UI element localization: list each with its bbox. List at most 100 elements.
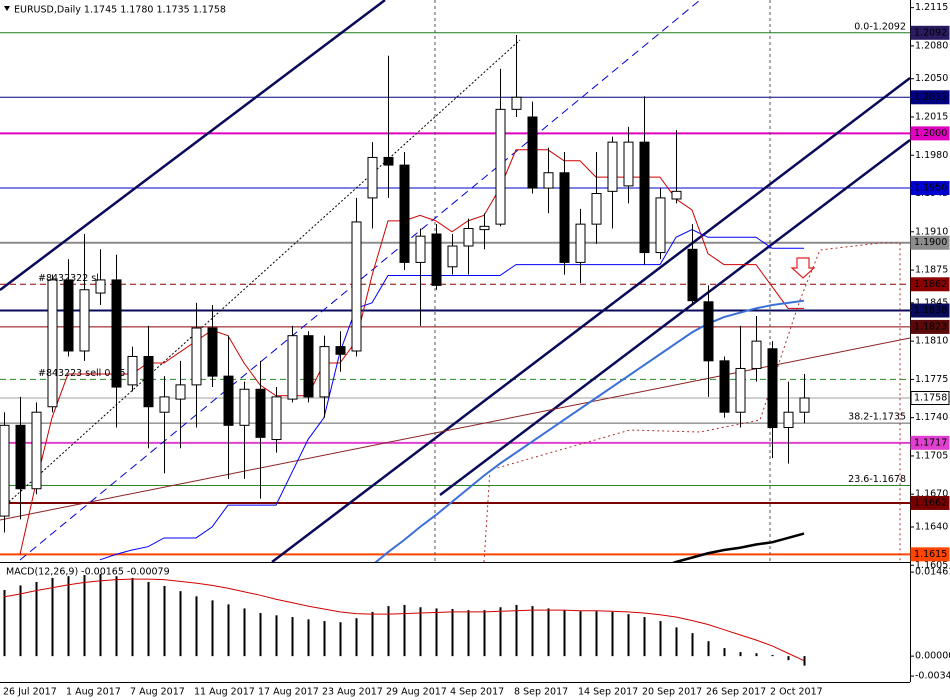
candle-body — [495, 108, 506, 225]
x-tick-label: 2 Oct 2017 — [770, 687, 823, 698]
x-tick-label: 23 Aug 2017 — [322, 687, 383, 698]
candle-body — [767, 348, 778, 429]
y-tick-label: 1.1705 — [915, 450, 948, 461]
candle-body — [127, 355, 138, 386]
candle-body — [175, 384, 186, 400]
candle-body — [607, 141, 618, 192]
x-tick-label: 26 Sep 2017 — [706, 687, 766, 698]
candle-body — [431, 233, 442, 286]
level-label-bg — [910, 181, 950, 196]
macd-plot — [3, 573, 806, 666]
x-tick-label: 8 Sep 2017 — [514, 687, 568, 698]
candle-body — [575, 223, 586, 263]
x-tick-label: 17 Aug 2017 — [258, 687, 319, 698]
candle-body — [63, 279, 74, 352]
candle-body — [687, 248, 698, 302]
y-tick-label: 1.2050 — [915, 73, 948, 84]
x-tick-label: 20 Sep 2017 — [642, 687, 702, 698]
level-label-bg — [910, 25, 950, 40]
candle-body — [655, 197, 666, 254]
main-plot — [0, 0, 910, 562]
level-note: 38.2-1.1735 — [848, 412, 906, 423]
level-label-bg — [910, 90, 950, 105]
candle-body — [383, 156, 394, 166]
candle-body — [751, 340, 762, 369]
y-tick-label: 1.2015 — [915, 111, 948, 122]
candle-body — [47, 279, 58, 408]
signal-line — [3, 578, 805, 662]
y-tick-label: 1.1910 — [915, 226, 948, 237]
trend-line — [439, 139, 910, 496]
y-tick-label: 1.2115 — [915, 2, 948, 13]
y-tick-label: 1.1875 — [915, 265, 948, 276]
candle-body — [239, 388, 250, 426]
candle-body — [623, 141, 634, 187]
x-tick-label: 4 Sep 2017 — [450, 687, 504, 698]
candle-body — [335, 346, 346, 355]
candle-body — [799, 397, 810, 413]
level-note: #843223 sell 0.05 — [38, 368, 126, 379]
candle-body — [671, 190, 682, 200]
candle-body — [303, 335, 314, 398]
x-tick-label: 7 Aug 2017 — [130, 687, 185, 698]
level-label-bg — [910, 547, 950, 562]
candle-body — [527, 116, 538, 189]
y-tick-label: 1.1670 — [915, 489, 948, 500]
trend-line — [0, 0, 386, 291]
y-tick-label: 1.1740 — [915, 412, 948, 423]
candle-body — [0, 424, 10, 517]
levels — [0, 32, 910, 556]
trend-line — [271, 77, 910, 562]
level-note: 23.6-1.1678 — [848, 474, 906, 485]
candle-body — [159, 396, 170, 413]
y-tick-label: 1.1775 — [915, 374, 948, 385]
level-label: 1.1662 — [914, 497, 947, 508]
level-label: 1.2033 — [914, 92, 947, 103]
level-label-bg — [910, 435, 950, 450]
level-note: 0.0-1.2092 — [854, 21, 906, 32]
x-tick-label: 29 Aug 2017 — [386, 687, 447, 698]
y-tick-label: 1.1640 — [915, 522, 948, 533]
x-tick-label: 1 Aug 2017 — [66, 687, 121, 698]
candle-body — [79, 289, 90, 352]
candle-body — [783, 411, 794, 429]
candle-body — [735, 367, 746, 413]
menu-icon — [4, 6, 10, 11]
level-label-bg — [910, 390, 950, 405]
level-label: 1.1862 — [914, 279, 947, 290]
candle-body — [351, 221, 362, 352]
level-label: 1.2092 — [914, 27, 947, 38]
indicator-line — [672, 532, 805, 562]
y-tick-label: 1.1605 — [915, 560, 948, 571]
x-tick-label: 14 Sep 2017 — [578, 687, 638, 698]
channel-line — [0, 39, 521, 511]
cloud-outline — [483, 242, 901, 562]
level-label-bg — [910, 277, 950, 292]
candle-body — [207, 327, 218, 377]
y-tick-label: 1.1845 — [915, 297, 948, 308]
candle-body — [223, 375, 234, 426]
candle-body — [143, 355, 154, 408]
candle-body — [479, 225, 490, 231]
candle-body — [319, 346, 330, 398]
candle-body — [95, 279, 106, 294]
candle-body — [271, 396, 282, 441]
level-label: 1.2000 — [914, 128, 947, 139]
level-label: 1.1717 — [914, 437, 947, 448]
level-label: 1.1823 — [914, 321, 947, 332]
candle-body — [111, 279, 122, 388]
y-tick-label: 0.01461 — [915, 567, 950, 578]
candle-body — [639, 141, 650, 254]
candle-body — [447, 245, 458, 268]
macd-title: MACD(12,26,9) -0.00165 -0.00079 — [6, 567, 170, 578]
y-tick-label: -0.00347 — [915, 671, 950, 682]
level-label: 1.1838 — [914, 305, 947, 316]
x-tick-label: 11 Aug 2017 — [194, 687, 255, 698]
candle-body — [543, 172, 554, 189]
channel-line — [19, 0, 701, 561]
y-tick-label: 1.1980 — [915, 150, 948, 161]
candle-body — [287, 335, 298, 400]
level-label-bg — [910, 303, 950, 318]
